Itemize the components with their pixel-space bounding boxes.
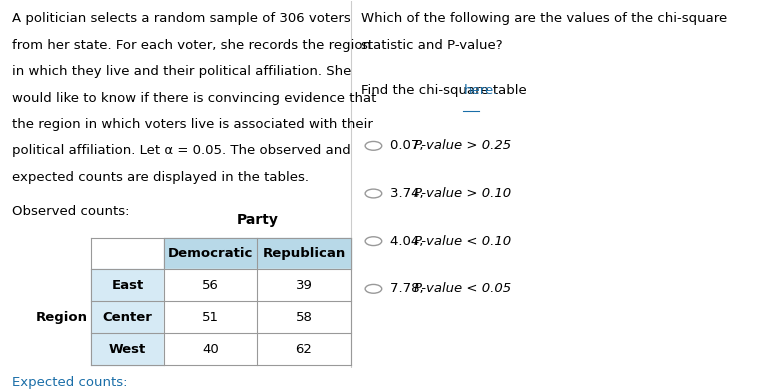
Text: in which they live and their political affiliation. She: in which they live and their political a… <box>12 65 351 78</box>
Text: P-value > 0.25: P-value > 0.25 <box>414 139 511 152</box>
Text: 7.78,: 7.78, <box>390 282 428 295</box>
Text: Republican: Republican <box>262 247 346 260</box>
Text: 58: 58 <box>295 311 312 324</box>
Text: 56: 56 <box>202 279 219 292</box>
Text: 0.07,: 0.07, <box>390 139 427 152</box>
Text: Region: Region <box>36 311 88 324</box>
Text: Observed counts:: Observed counts: <box>12 205 129 217</box>
Text: statistic and P-value?: statistic and P-value? <box>361 39 502 52</box>
Text: Which of the following are the values of the chi-square: Which of the following are the values of… <box>361 12 727 25</box>
Bar <box>91 333 164 365</box>
Text: expected counts are displayed in the tables.: expected counts are displayed in the tab… <box>12 171 308 184</box>
Text: Find the chi-square table: Find the chi-square table <box>361 84 531 96</box>
Text: 62: 62 <box>295 343 312 356</box>
Text: would like to know if there is convincing evidence that: would like to know if there is convincin… <box>12 91 376 105</box>
Text: P-value < 0.05: P-value < 0.05 <box>414 282 511 295</box>
Bar <box>164 238 351 270</box>
Text: Democratic: Democratic <box>168 247 254 260</box>
Bar <box>91 301 164 333</box>
Text: 3.74,: 3.74, <box>390 187 428 200</box>
Text: political affiliation. Let α = 0.05. The observed and: political affiliation. Let α = 0.05. The… <box>12 144 350 158</box>
Bar <box>164 333 351 365</box>
Text: 4.04,: 4.04, <box>390 235 427 248</box>
Text: P-value > 0.10: P-value > 0.10 <box>414 187 511 200</box>
Text: Expected counts:: Expected counts: <box>12 376 128 389</box>
Bar <box>164 301 351 333</box>
Text: 40: 40 <box>203 343 219 356</box>
Bar <box>91 270 164 301</box>
Text: West: West <box>109 343 146 356</box>
Text: A politician selects a random sample of 306 voters: A politician selects a random sample of … <box>12 12 350 25</box>
Text: Center: Center <box>103 311 152 324</box>
Text: P-value < 0.10: P-value < 0.10 <box>414 235 511 248</box>
Bar <box>164 270 351 301</box>
Text: 51: 51 <box>202 311 219 324</box>
Text: from her state. For each voter, she records the region: from her state. For each voter, she reco… <box>12 39 371 52</box>
Text: the region in which voters live is associated with their: the region in which voters live is assoc… <box>12 118 373 131</box>
Text: here.: here. <box>464 84 498 96</box>
Text: Party: Party <box>237 212 278 226</box>
Text: East: East <box>111 279 144 292</box>
Text: 39: 39 <box>295 279 312 292</box>
